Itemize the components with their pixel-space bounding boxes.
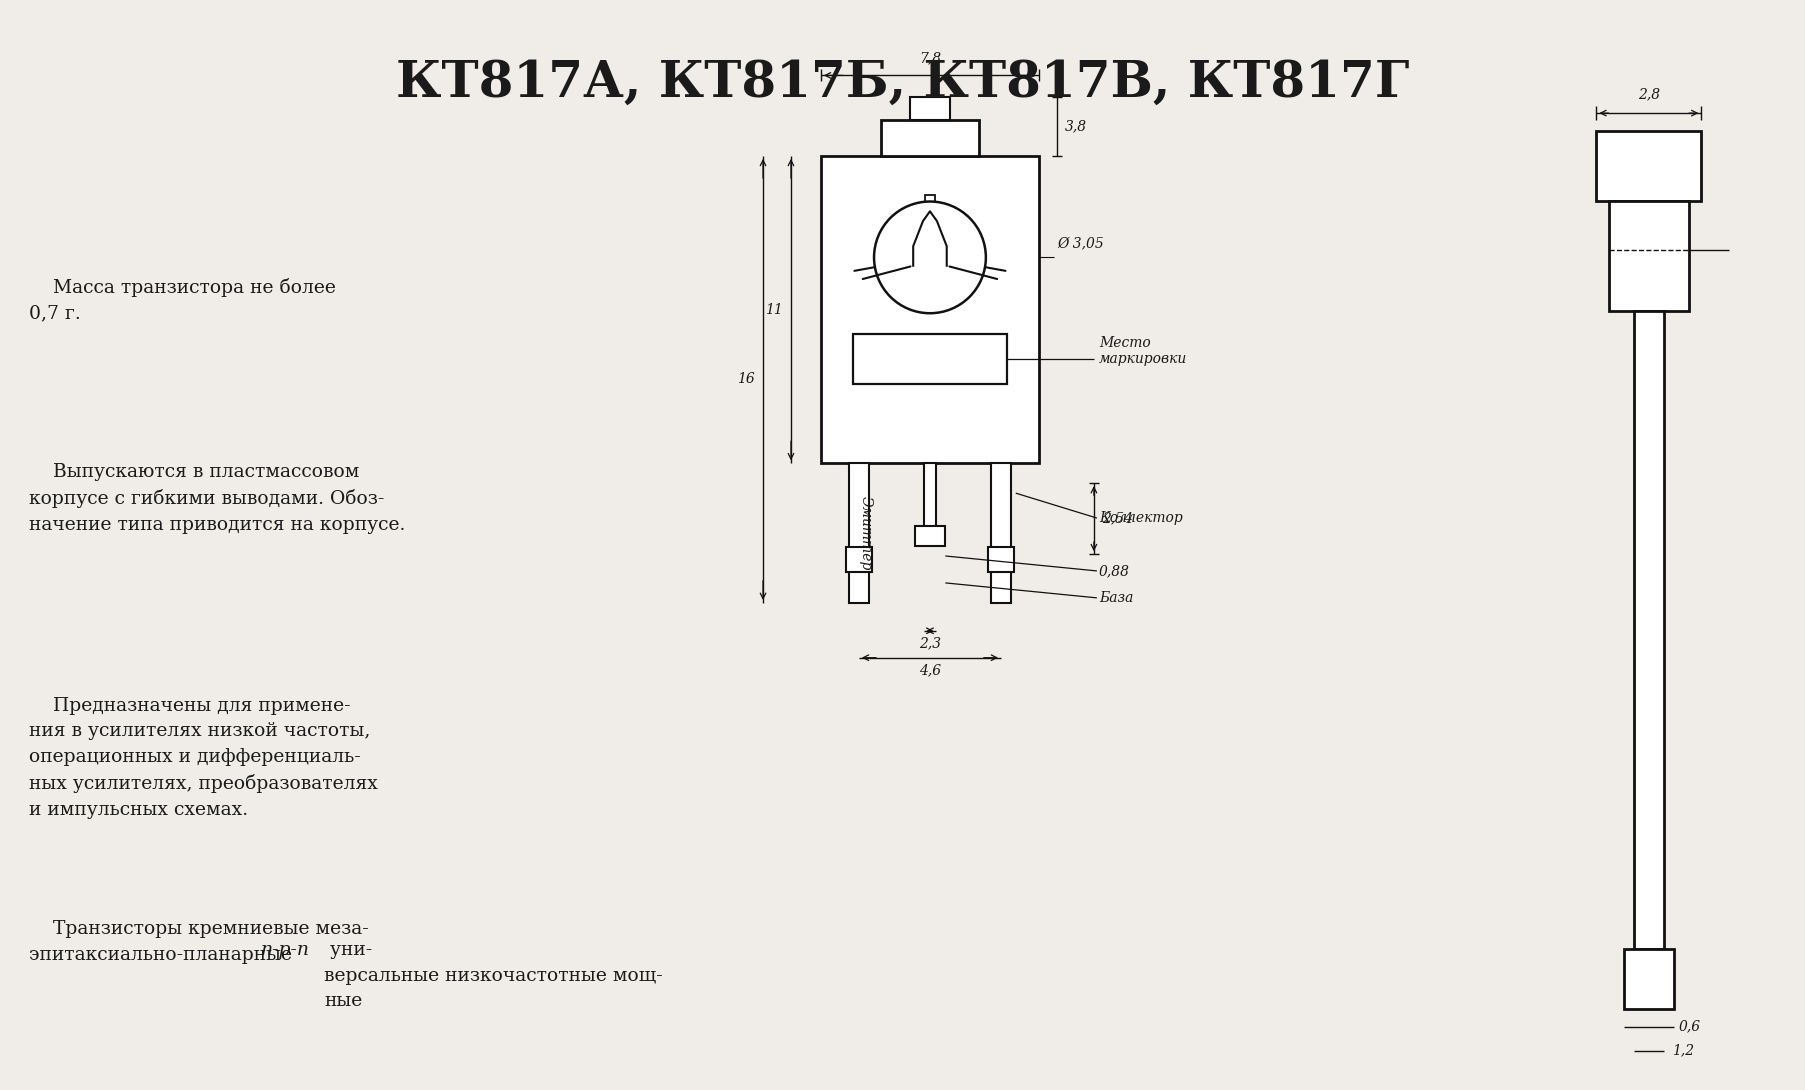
Text: 7,8: 7,8 [919,51,940,65]
Text: Коллектор: Коллектор [1097,511,1182,525]
Text: Выпускаются в пластмассовом
корпусе с гибкими выводами. Обоз-
начение типа приво: Выпускаются в пластмассовом корпусе с ги… [29,463,406,534]
Text: 11: 11 [765,303,783,316]
Text: Масса транзистора не более
0,7 г.: Масса транзистора не более 0,7 г. [29,278,336,323]
Text: 2,8: 2,8 [1637,87,1659,101]
Text: 1,2: 1,2 [1671,1044,1693,1057]
Bar [881,120,978,156]
Bar [913,526,944,546]
Text: 0,88: 0,88 [1097,564,1130,578]
Bar [848,463,868,603]
Text: уни-
версальные низкочастотные мощ-
ные: уни- версальные низкочастотные мощ- ные [323,941,662,1010]
Bar [821,156,1038,463]
Text: Транзисторы кремниевые меза-
эпитаксиально-планарные: Транзисторы кремниевые меза- эпитаксиаль… [29,920,368,964]
Bar [991,463,1011,603]
Bar [1608,201,1688,311]
Bar [1596,131,1700,201]
Bar [1634,311,1662,949]
Text: База: База [1097,591,1134,605]
Bar [1623,949,1673,1009]
Text: Эмиттер: Эмиттер [859,496,872,570]
Bar [847,547,872,572]
Text: 16: 16 [736,373,754,387]
Text: 2,3: 2,3 [919,637,940,651]
Text: n-p-n: n-p-n [262,941,310,959]
Text: Предназначены для примене-
ния в усилителях низкой частоты,
операционных и диффе: Предназначены для примене- ния в усилите… [29,697,377,819]
Text: Место
маркировки: Место маркировки [1097,336,1186,366]
Text: 2,54: 2,54 [1101,511,1132,525]
Text: 0,6: 0,6 [1679,1020,1700,1033]
Polygon shape [913,211,946,266]
Text: Ø 3,05: Ø 3,05 [1056,237,1103,251]
FancyArrowPatch shape [863,266,910,279]
Bar [852,335,1005,385]
Circle shape [874,202,986,313]
Text: 4,6: 4,6 [919,664,940,678]
Bar [922,463,935,545]
FancyArrowPatch shape [949,266,996,279]
Bar [910,97,949,120]
Text: КТ817А, КТ817Б, КТ817В, КТ817Г: КТ817А, КТ817Б, КТ817В, КТ817Г [395,59,1410,108]
Bar [987,547,1013,572]
Text: 3,8: 3,8 [1065,120,1087,134]
Bar [924,194,935,211]
